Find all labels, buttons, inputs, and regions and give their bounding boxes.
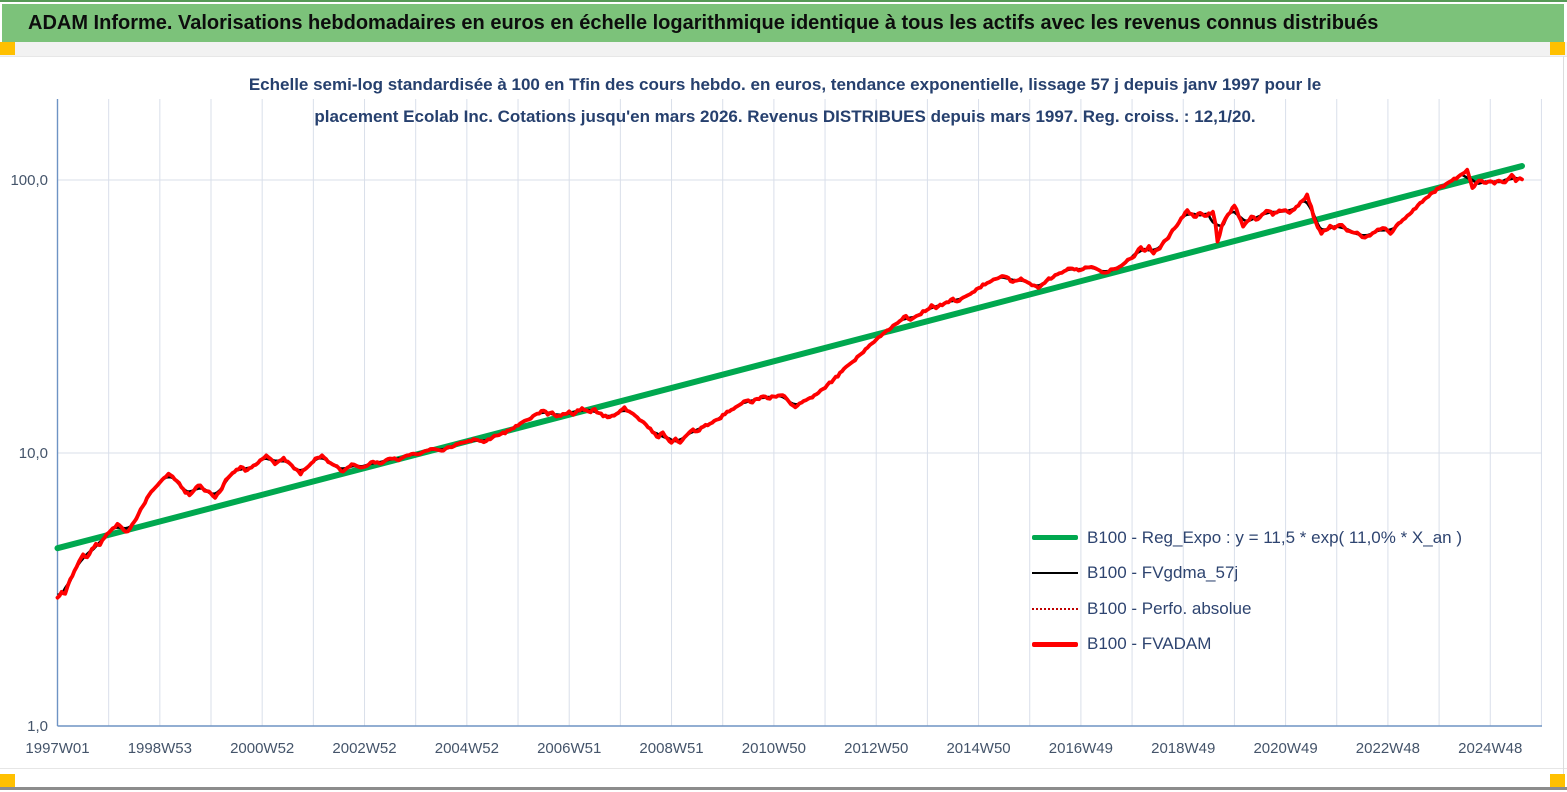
svg-text:2022W48: 2022W48 — [1356, 740, 1420, 757]
svg-text:1998W53: 1998W53 — [128, 740, 192, 757]
fvadam-line-swatch-icon — [1032, 641, 1078, 647]
legend-item-fvadam[interactable]: B100 - FVADAM — [1032, 627, 1462, 663]
chart-title-line1: Echelle semi-log standardisée à 100 en T… — [248, 75, 1322, 94]
svg-text:2016W49: 2016W49 — [1049, 740, 1113, 757]
chart-bottom-edge — [0, 768, 1567, 769]
window-bottom-border — [0, 787, 1567, 790]
legend-item-fvgdma[interactable]: B100 - FVgdma_57j — [1032, 556, 1462, 592]
corner-marker-top-left — [0, 42, 15, 55]
svg-text:2008W51: 2008W51 — [639, 740, 703, 757]
svg-text:1,0: 1,0 — [27, 718, 48, 735]
svg-text:2014W50: 2014W50 — [946, 740, 1010, 757]
legend-label: B100 - FVADAM — [1087, 634, 1212, 654]
corner-marker-bottom-left — [0, 774, 15, 787]
legend-label: B100 - FVgdma_57j — [1087, 563, 1239, 583]
svg-text:2018W49: 2018W49 — [1151, 740, 1215, 757]
app-title-banner: ADAM Informe. Valorisations hebdomadaire… — [2, 4, 1564, 42]
svg-text:2002W52: 2002W52 — [332, 740, 396, 757]
svg-text:1997W01: 1997W01 — [25, 740, 89, 757]
reg-expo-line-swatch-icon — [1032, 535, 1078, 541]
chart-title: Echelle semi-log standardisée à 100 en T… — [60, 69, 1510, 133]
chart-title-line2: placement Ecolab Inc. Cotations jusqu'en… — [314, 107, 1256, 126]
legend-label: B100 - Perfo. absolue — [1087, 598, 1252, 618]
svg-text:2012W50: 2012W50 — [844, 740, 908, 757]
chart-legend: B100 - Reg_Expo : y = 11,5 * exp( 11,0% … — [1032, 520, 1462, 662]
svg-text:2020W49: 2020W49 — [1253, 740, 1317, 757]
divider-strip — [0, 42, 1567, 57]
legend-item-perfo-absolue[interactable]: B100 - Perfo. absolue — [1032, 591, 1462, 627]
perfo-absolue-dotted-swatch-icon — [1032, 607, 1078, 610]
svg-text:2000W52: 2000W52 — [230, 740, 294, 757]
svg-text:2004W52: 2004W52 — [435, 740, 499, 757]
legend-item-reg-expo[interactable]: B100 - Reg_Expo : y = 11,5 * exp( 11,0% … — [1032, 520, 1462, 556]
svg-text:2006W51: 2006W51 — [537, 740, 601, 757]
fvgdma-line-swatch-icon — [1032, 572, 1078, 575]
svg-text:2024W48: 2024W48 — [1458, 740, 1522, 757]
legend-label: B100 - Reg_Expo : y = 11,5 * exp( 11,0% … — [1087, 527, 1463, 547]
svg-text:2010W50: 2010W50 — [742, 740, 806, 757]
corner-marker-top-right — [1550, 42, 1565, 55]
corner-marker-bottom-right — [1550, 774, 1565, 787]
svg-text:10,0: 10,0 — [19, 445, 48, 462]
svg-text:100,0: 100,0 — [10, 172, 48, 189]
chart-right-edge — [1563, 56, 1564, 784]
